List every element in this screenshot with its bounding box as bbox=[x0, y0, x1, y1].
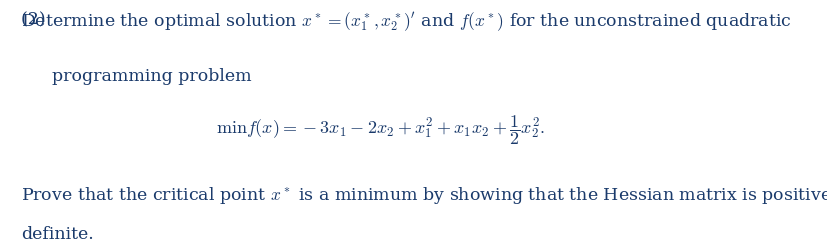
Text: Prove that the critical point $x^*$ is a minimum by showing that the Hessian mat: Prove that the critical point $x^*$ is a… bbox=[21, 185, 827, 206]
Text: definite.: definite. bbox=[21, 226, 93, 242]
Text: programming problem: programming problem bbox=[52, 68, 251, 85]
Text: $\min f(x) = -3x_1 - 2x_2 + x_1^2 + x_1 x_2 + \dfrac{1}{2}x_2^2.$: $\min f(x) = -3x_1 - 2x_2 + x_1^2 + x_1 … bbox=[216, 114, 545, 147]
Text: Determine the optimal solution $x^* = (x_1^*, x_2^*)^{\prime}$ and $f(x^*)$ for : Determine the optimal solution $x^* = (x… bbox=[21, 11, 791, 34]
Text: (2): (2) bbox=[21, 11, 50, 28]
